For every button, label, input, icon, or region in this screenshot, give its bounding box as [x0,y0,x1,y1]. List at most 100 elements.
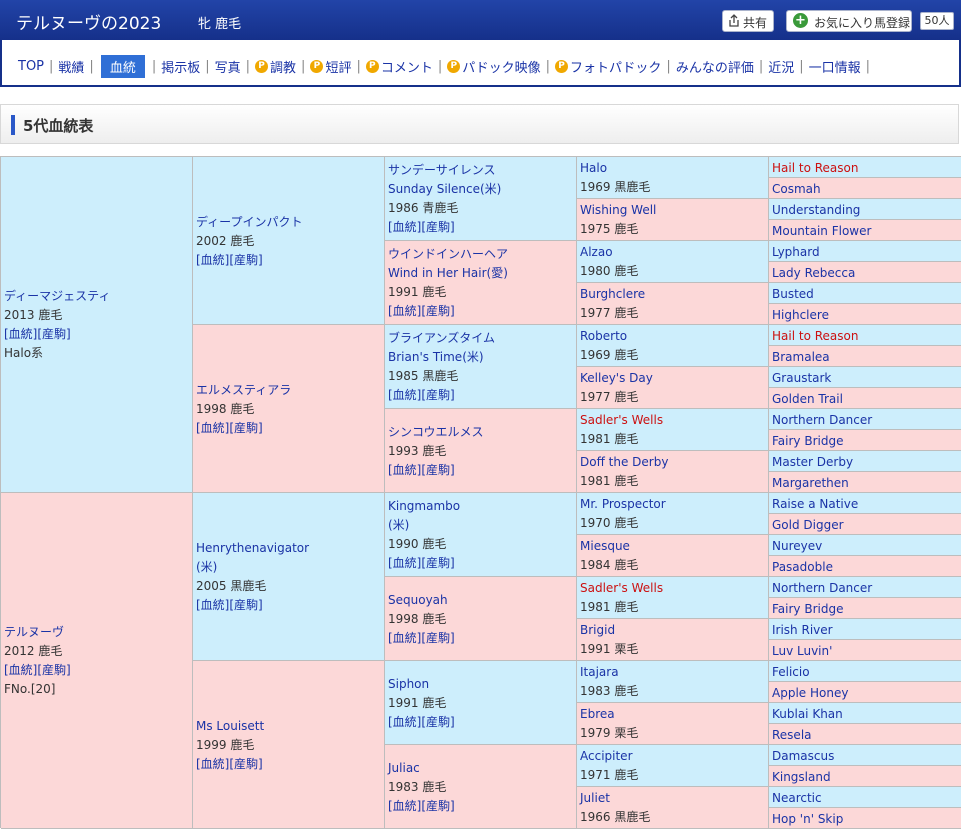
horse-name-link[interactable]: Wind in Her Hair(愛) [388,266,508,280]
offspring-link[interactable]: [産駒] [229,756,263,771]
horse-name-link[interactable]: ディーマジェスティ [4,289,111,303]
horse-name-link[interactable]: (米) [388,518,410,532]
horse-name-link[interactable]: Resela [772,728,812,742]
pedigree-link[interactable]: [血統] [388,798,422,813]
horse-name-link[interactable]: Mr. Prospector [580,497,666,511]
horse-name-link[interactable]: Nearctic [772,791,822,805]
horse-name-link[interactable]: Fairy Bridge [772,434,844,448]
horse-name-link[interactable]: Felicio [772,665,810,679]
pedigree-link[interactable]: [血統] [388,556,422,570]
offspring-link[interactable]: [産駒] [421,798,455,813]
horse-name-link[interactable]: Brigid [580,623,616,637]
horse-name-link[interactable]: Bramalea [772,350,830,364]
offspring-link[interactable]: [産駒] [37,327,71,341]
horse-name-link[interactable]: Margarethen [772,476,849,490]
horse-name-link[interactable]: Halo [580,161,608,175]
horse-name-link[interactable]: Hail to Reason [772,329,859,343]
pedigree-link[interactable]: [血統] [388,388,422,402]
nav-ratings[interactable]: みんなの評価 [675,61,754,76]
offspring-link[interactable]: [産駒] [421,462,455,477]
pedigree-link[interactable]: [血統] [4,663,38,677]
horse-name-link[interactable]: Northern Dancer [772,413,873,427]
nav-recent[interactable]: 近況 [768,61,795,76]
horse-name-link[interactable]: (米) [196,560,218,574]
horse-name-link[interactable]: Juliet [580,791,610,805]
nav-owner-info[interactable]: 一口情報 [808,61,861,76]
horse-name-link[interactable]: Brian's Time(米) [388,350,484,364]
horse-name-link[interactable]: Sadler's Wells [580,413,664,427]
horse-name-link[interactable]: Busted [772,287,814,301]
horse-name-link[interactable]: Miesque [580,539,630,553]
nav-short-review[interactable]: P 短評 [310,57,351,76]
nav-bbs[interactable]: 掲示板 [161,61,201,76]
horse-name-link[interactable]: Alzao [580,245,613,259]
horse-name-link[interactable]: Itajara [580,665,619,679]
horse-name-link[interactable]: Kingsland [772,770,831,784]
horse-name-link[interactable]: シンコウエルメス [388,424,484,439]
horse-name-link[interactable]: Gold Digger [772,518,844,532]
pedigree-link[interactable]: [血統] [388,714,422,729]
horse-name-link[interactable]: Siphon [388,676,430,691]
horse-name-link[interactable]: Accipiter [580,749,633,763]
offspring-link[interactable]: [産駒] [421,714,455,729]
share-button[interactable]: 共有 [722,10,774,32]
nav-photo-paddock[interactable]: P フォトパドック [555,57,661,76]
horse-name-link[interactable]: Irish River [772,623,833,637]
pedigree-link[interactable]: [血統] [388,462,422,477]
horse-name-link[interactable]: Sequoyah [388,592,448,607]
horse-name-link[interactable]: Raise a Native [772,497,859,511]
offspring-link[interactable]: [産駒] [421,388,455,402]
nav-top[interactable]: TOP [18,59,45,74]
horse-name-link[interactable]: Graustark [772,371,832,385]
offspring-link[interactable]: [産駒] [421,556,455,570]
offspring-link[interactable]: [産駒] [229,252,263,267]
horse-name-link[interactable]: ウインドインハーヘア [388,247,509,261]
nav-paddock-video[interactable]: P パドック映像 [447,57,541,76]
pedigree-link[interactable]: [血統] [196,420,230,435]
horse-name-link[interactable]: Understanding [772,203,861,217]
horse-name-link[interactable]: Nureyev [772,539,823,553]
horse-name-link[interactable]: Ms Louisett [196,718,265,733]
horse-name-link[interactable]: Fairy Bridge [772,602,844,616]
horse-name-link[interactable]: Sadler's Wells [580,581,664,595]
offspring-link[interactable]: [産駒] [229,420,263,435]
horse-name-link[interactable]: Hop 'n' Skip [772,812,844,826]
horse-name-link[interactable]: Apple Honey [772,686,849,700]
offspring-link[interactable]: [産駒] [421,630,455,645]
horse-name-link[interactable]: Master Derby [772,455,854,469]
nav-photos[interactable]: 写真 [214,61,241,76]
horse-name-link[interactable]: Lyphard [772,245,820,259]
pedigree-link[interactable]: [血統] [196,252,230,267]
horse-name-link[interactable]: Kingmambo [388,499,461,513]
horse-name-link[interactable]: ブライアンズタイム [388,331,496,345]
horse-name-link[interactable]: サンデーサイレンス [388,163,496,177]
nav-training[interactable]: P 調教 [255,57,296,76]
horse-name-link[interactable]: Luv Luvin' [772,644,833,658]
pedigree-link[interactable]: [血統] [388,630,422,645]
horse-name-link[interactable]: ディープインパクト [196,214,303,229]
horse-name-link[interactable]: Highclere [772,308,829,322]
horse-name-link[interactable]: Pasadoble [772,560,833,574]
horse-name-link[interactable]: Golden Trail [772,392,843,406]
nav-pedigree[interactable]: 血統 [100,55,145,78]
horse-name-link[interactable]: Damascus [772,749,835,763]
horse-name-link[interactable]: Lady Rebecca [772,266,856,280]
horse-name-link[interactable]: Henrythenavigator [196,541,310,555]
horse-name-link[interactable]: Wishing Well [580,203,657,217]
pedigree-link[interactable]: [血統] [196,598,230,612]
horse-name-link[interactable]: Cosmah [772,182,821,196]
horse-name-link[interactable]: Mountain Flower [772,224,872,238]
offspring-link[interactable]: [産駒] [421,220,455,234]
horse-name-link[interactable]: Hail to Reason [772,161,859,175]
pedigree-link[interactable]: [血統] [4,327,38,341]
offspring-link[interactable]: [産駒] [37,663,71,677]
pedigree-link[interactable]: [血統] [388,220,422,234]
offspring-link[interactable]: [産駒] [421,304,455,318]
horse-name-link[interactable]: Ebrea [580,707,615,721]
horse-name-link[interactable]: Juliac [388,760,420,775]
horse-name-link[interactable]: Burghclere [580,287,646,301]
horse-name-link[interactable]: テルヌーヴ [4,625,65,639]
nav-results[interactable]: 戦績 [58,61,85,76]
horse-name-link[interactable]: Roberto [580,329,628,343]
add-favorite-button[interactable]: + お気に入り馬登録 [786,10,912,32]
